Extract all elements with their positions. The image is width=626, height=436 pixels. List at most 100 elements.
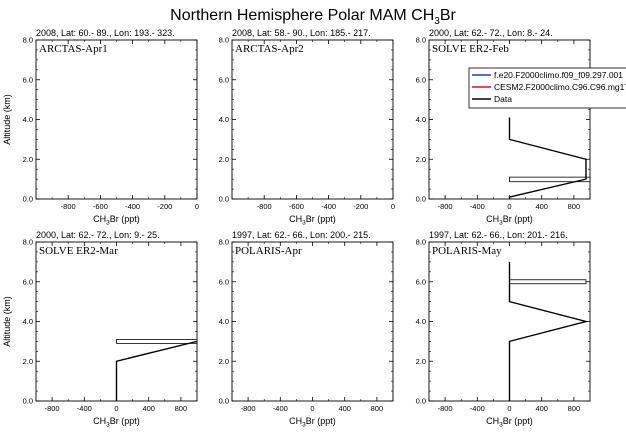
x-tick-label: 0 <box>114 404 118 413</box>
chart-title: Northern Hemisphere Polar MAM CH3Br <box>170 7 456 27</box>
chart-title-subscript: 3 <box>434 16 440 27</box>
y-tick-label: 4.0 <box>219 115 229 124</box>
chart-title-end: Br <box>440 7 457 24</box>
x-axis-label: CH3Br (ppt) <box>93 416 140 429</box>
series-line-data <box>115 340 198 401</box>
x-tick-label: -800 <box>438 202 453 211</box>
chart-panel-3: 2000, Lat: 62.- 72., Lon: 8.- 24. 0.0 2.0 4… <box>416 28 626 227</box>
x-tick-label: 0 <box>391 202 395 211</box>
chart-panel-5: 1997, Lat: 62.- 66., Lon: 200.- 215. 0.0 2… <box>219 230 394 429</box>
chart-panel-4: 2000, Lat: 62.- 72., Lon: 9.- 25. 0.0 2.0 4… <box>2 230 198 429</box>
panel-label: ARCTAS-Apr1 <box>39 43 108 55</box>
legend-label: f.e20.F2000climo.f09_f09.297.001 <box>494 70 623 80</box>
y-tick-label: 2.0 <box>23 155 33 164</box>
x-tick-label: -600 <box>93 202 108 211</box>
y-tick-label: 6.0 <box>416 277 426 286</box>
y-tick-label: 8.0 <box>416 36 426 45</box>
y-tick-label: 8.0 <box>219 238 229 247</box>
x-tick-label: -400 <box>470 404 485 413</box>
x-tick-label: 0 <box>310 404 314 413</box>
y-tick-label: 2.0 <box>23 357 33 366</box>
series-line-data <box>508 261 589 401</box>
chart-panel-2: 2008, Lat: 58.- 90., Lon: 185.- 217. 0.0 2… <box>219 28 396 227</box>
legend-label: Data <box>494 94 512 104</box>
y-tick-label: 8.0 <box>416 238 426 247</box>
x-tick-label: 400 <box>535 404 548 413</box>
y-tick-label: 8.0 <box>23 36 33 45</box>
x-tick-label: -400 <box>321 202 336 211</box>
panel-label: SOLVE ER2-Feb <box>432 43 509 55</box>
y-tick-label: 6.0 <box>219 75 229 84</box>
panel-label: ARCTAS-Apr2 <box>235 43 304 55</box>
x-tick-label: -200 <box>353 202 368 211</box>
plot-frame <box>231 241 394 402</box>
y-tick-label: 0.0 <box>23 397 33 406</box>
x-tick-label: -400 <box>470 202 485 211</box>
y-axis-label: Altitude (km) <box>2 94 12 145</box>
y-tick-label: 4.0 <box>23 115 33 124</box>
x-tick-label: -800 <box>241 404 256 413</box>
x-axis-label: CH3Br (ppt) <box>289 416 336 429</box>
panel-grid: 2008, Lat: 60.- 89., Lon: 193.- 323.0.02… <box>2 28 626 429</box>
legend: f.e20.F2000climo.f09_f09.297.001 CESM2.F2… <box>468 67 626 109</box>
panel-subtitle: 2000, Lat: 62.- 72., Lon: 8.- 24. <box>429 28 553 38</box>
panel-subtitle: 2008, Lat: 60.- 89., Lon: 193.- 323. <box>36 28 175 38</box>
panel-label: POLARIS-Apr <box>235 245 302 257</box>
y-tick-label: 4.0 <box>23 317 33 326</box>
series-line-data <box>508 117 587 199</box>
x-axis-label: CH3Br (ppt) <box>486 214 533 227</box>
legend-label: CESM2.F2000climo.C96.C96.mg17 <box>494 82 626 92</box>
y-tick-label: 2.0 <box>219 155 229 164</box>
chart-panel-1: 2008, Lat: 60.- 89., Lon: 193.- 323. 0.0 2… <box>2 28 199 227</box>
panel-subtitle: 2008, Lat: 58.- 90., Lon: 185.- 217. <box>232 28 371 38</box>
y-tick-label: 2.0 <box>416 357 426 366</box>
y-tick-label: 8.0 <box>219 36 229 45</box>
data-bar <box>116 338 198 344</box>
y-tick-label: 4.0 <box>416 115 426 124</box>
y-tick-label: 0.0 <box>416 195 426 204</box>
y-tick-label: 4.0 <box>219 317 229 326</box>
x-axis-label: CH3Br (ppt) <box>93 214 140 227</box>
x-tick-label: 800 <box>175 404 188 413</box>
panel-label: POLARIS-May <box>432 245 502 257</box>
x-tick-label: 800 <box>568 202 581 211</box>
y-tick-label: 0.0 <box>23 195 33 204</box>
y-tick-label: 6.0 <box>23 75 33 84</box>
x-tick-label: 800 <box>371 404 384 413</box>
x-tick-label: -400 <box>77 404 92 413</box>
y-tick-label: 0.0 <box>219 397 229 406</box>
y-tick-label: 8.0 <box>23 238 33 247</box>
chart-title-text: Northern Hemisphere Polar MAM CH <box>170 7 434 24</box>
x-tick-label: -600 <box>289 202 304 211</box>
x-tick-label: -800 <box>61 202 76 211</box>
x-tick-label: 800 <box>568 404 581 413</box>
panel-subtitle: 2000, Lat: 62.- 72., Lon: 9.- 25. <box>36 230 160 240</box>
x-tick-label: 0 <box>507 202 511 211</box>
plot-frame <box>231 39 394 200</box>
y-tick-label: 6.0 <box>416 75 426 84</box>
x-tick-label: -800 <box>257 202 272 211</box>
plot-frame <box>35 39 198 200</box>
y-tick-label: 2.0 <box>416 155 426 164</box>
data-bar <box>509 176 591 183</box>
data-bar <box>509 279 587 285</box>
x-tick-label: 0 <box>195 202 199 211</box>
y-tick-label: 6.0 <box>23 277 33 286</box>
y-axis-label: Altitude (km) <box>2 296 12 347</box>
x-axis-label: CH3Br (ppt) <box>289 214 336 227</box>
x-tick-label: -400 <box>125 202 140 211</box>
x-tick-label: 400 <box>338 404 351 413</box>
x-tick-label: -800 <box>438 404 453 413</box>
panel-subtitle: 1997, Lat: 62.- 66., Lon: 200.- 215. <box>232 230 371 240</box>
panel-label: SOLVE ER2-Mar <box>39 245 118 257</box>
y-tick-label: 0.0 <box>416 397 426 406</box>
y-tick-label: 2.0 <box>219 357 229 366</box>
panel-subtitle: 1997, Lat: 62.- 66., Lon: 201.- 216. <box>429 230 568 240</box>
x-tick-label: 400 <box>142 404 155 413</box>
x-axis-label: CH3Br (ppt) <box>486 416 533 429</box>
x-tick-label: 0 <box>507 404 511 413</box>
legend-box <box>468 67 626 109</box>
x-tick-label: -200 <box>157 202 172 211</box>
x-tick-label: -800 <box>45 404 60 413</box>
